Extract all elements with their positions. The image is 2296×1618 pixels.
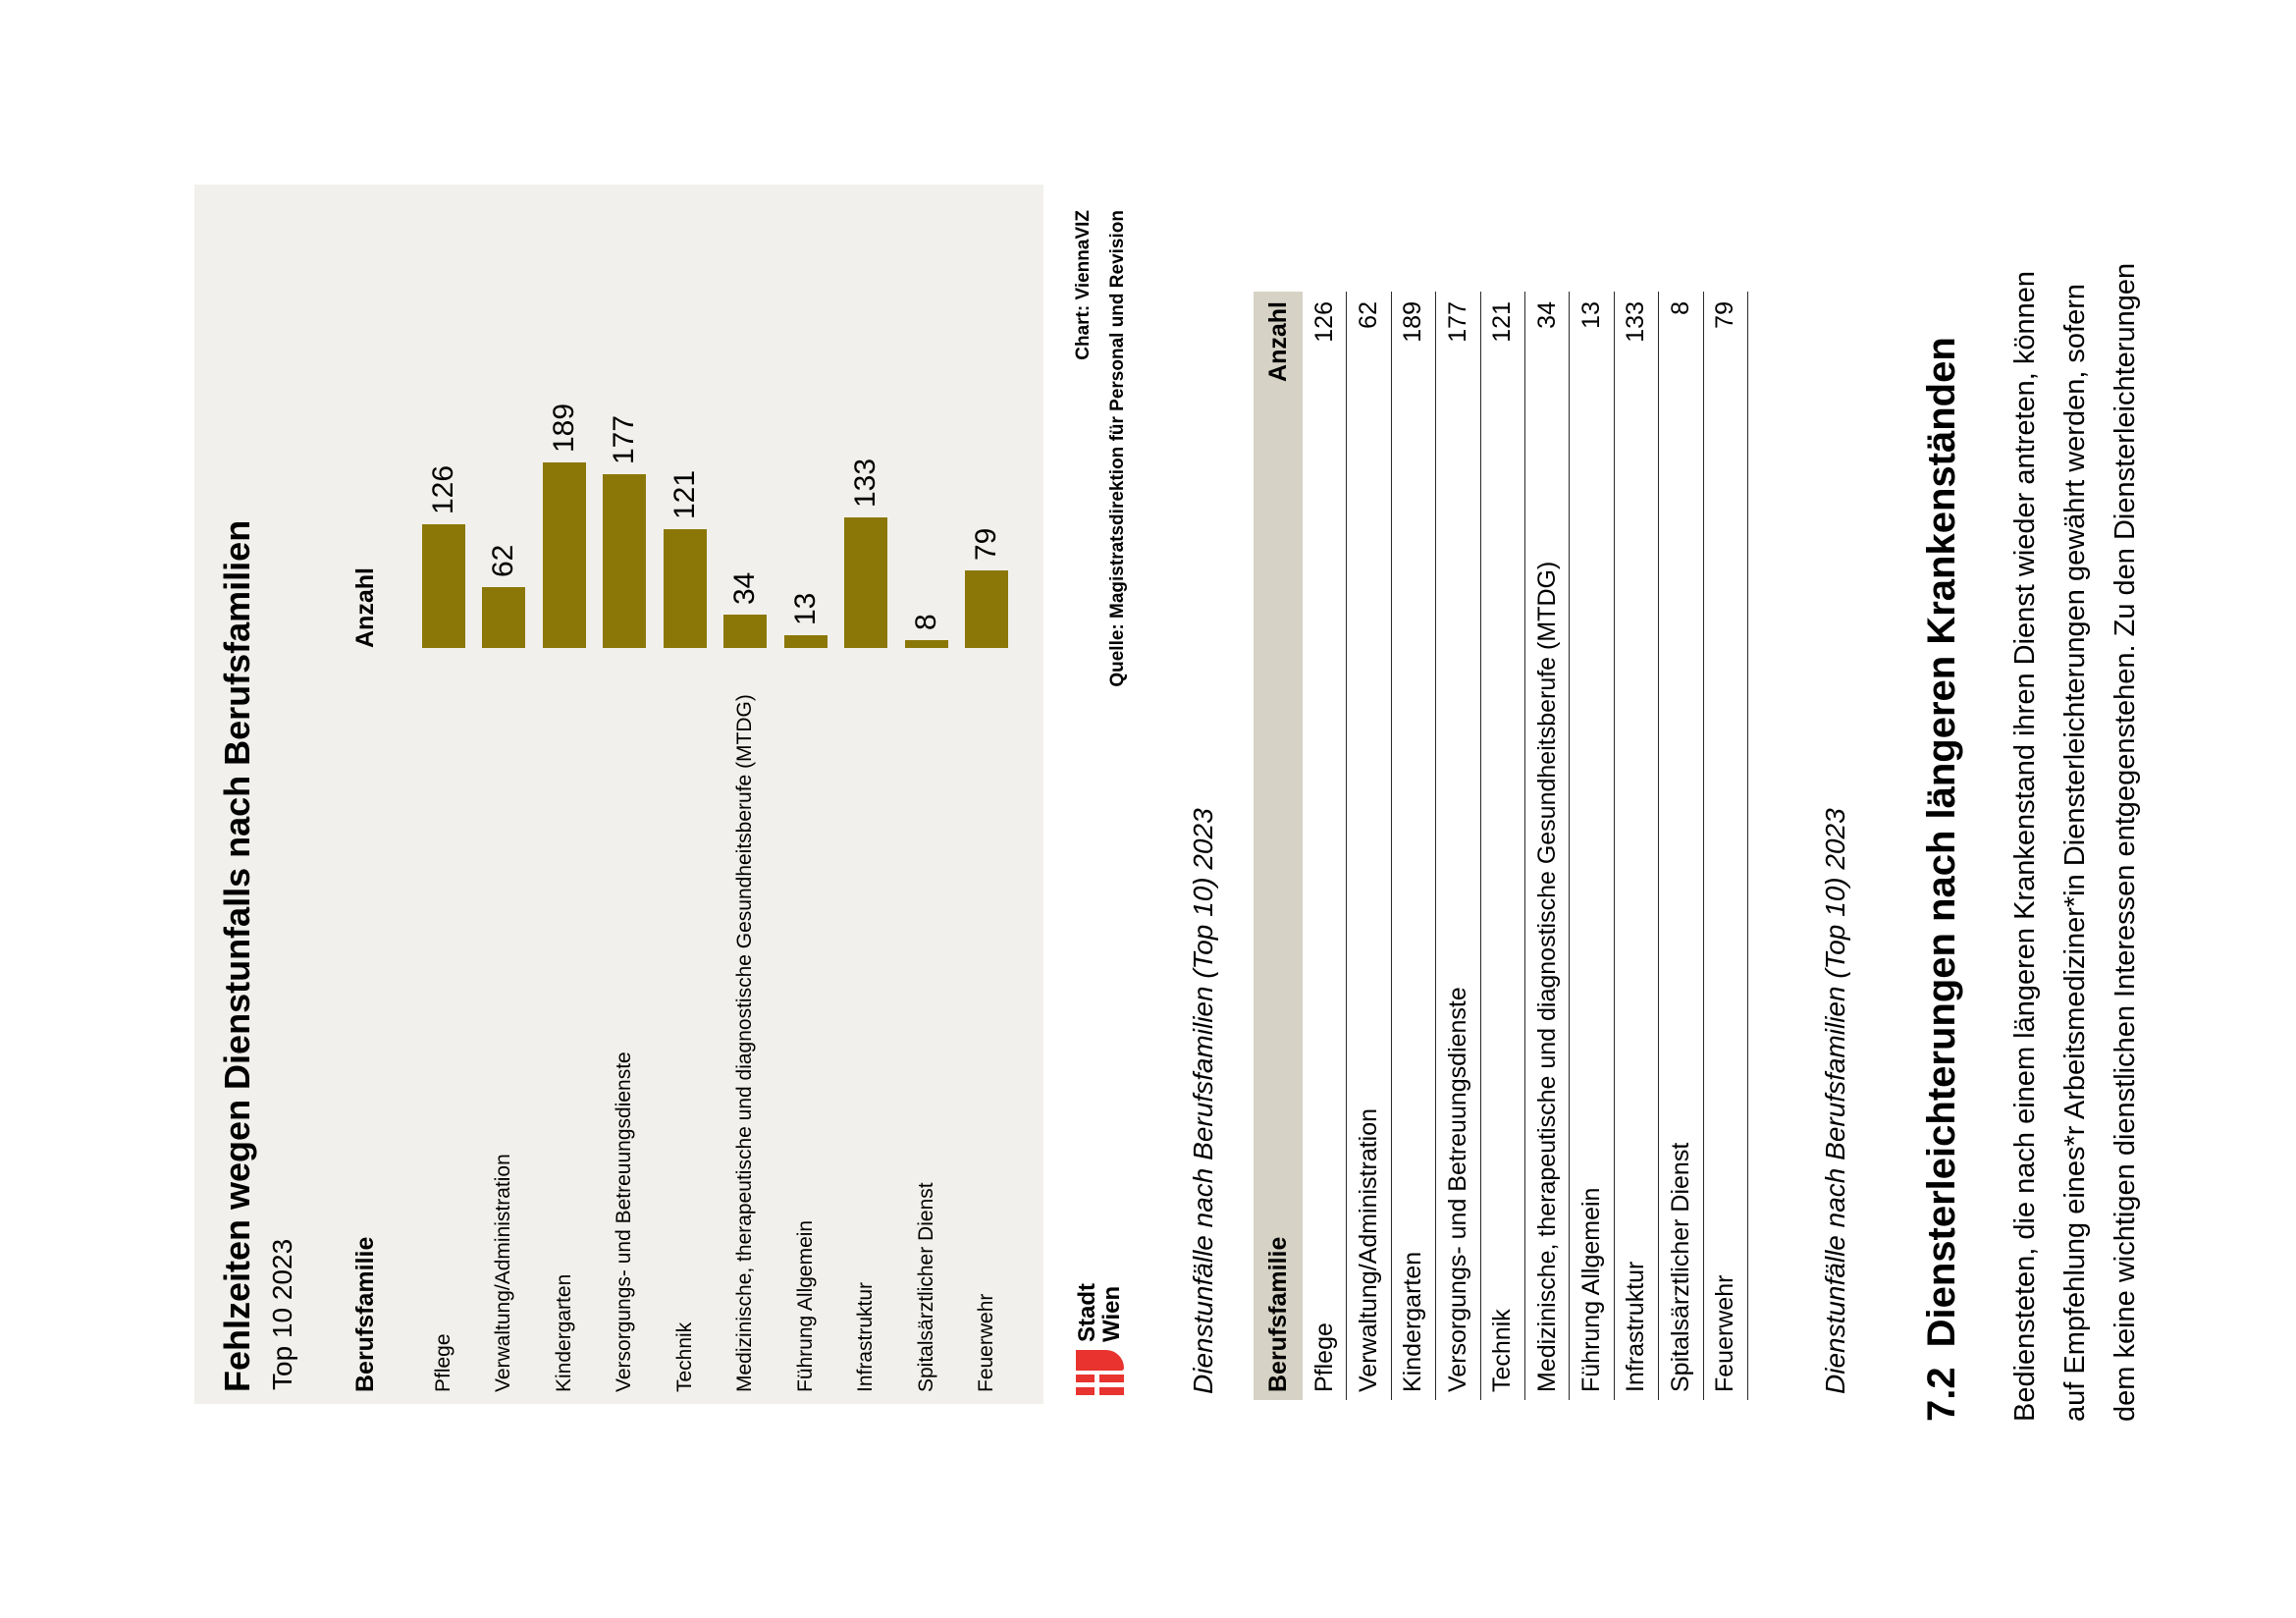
chart-bar-value: 8 — [909, 614, 942, 630]
table-row: Technik 121 — [1480, 292, 1525, 1400]
table-row: Kindergarten 189 — [1391, 292, 1437, 1400]
chart-bar-label: Versorgungs- und Betreuungsdienste — [613, 1052, 636, 1392]
table-row: Spitalsärztlicher Dienst 8 — [1659, 292, 1704, 1400]
chart-bar-value: 121 — [667, 469, 701, 519]
chart-bar-value: 13 — [788, 592, 822, 625]
table-cell-label: Führung Allgemein — [1577, 1187, 1606, 1392]
chart-bar-value: 62 — [487, 544, 520, 577]
chart-bar — [723, 615, 768, 648]
chart-title: Fehlzeiten wegen Dienstunfalls nach Beru… — [217, 519, 257, 1392]
chart-bar-value: 126 — [426, 464, 459, 514]
table-row: Infrastruktur 133 — [1614, 292, 1660, 1400]
chart-bar — [603, 474, 647, 648]
table-cell-label: Medizinische, therapeutische und diagnos… — [1532, 561, 1561, 1392]
table-cell-label: Pflege — [1309, 1322, 1338, 1392]
chart-bar — [542, 462, 586, 648]
chart-bar-label: Technik — [672, 1321, 696, 1392]
section-title: Diensterleichterungen nach längeren Kran… — [1920, 337, 1963, 1348]
paragraph-line: dem keine wichtigen dienstlichen Interes… — [2109, 262, 2141, 1422]
section-number: 7.2 — [1920, 1367, 1963, 1422]
chart-row: Versorgungs- und Betreuungsdienste 177 — [595, 185, 656, 1404]
chart-row: Medizinische, therapeutische und diagnos… — [716, 185, 776, 1404]
chart-bar-value: 133 — [849, 458, 882, 508]
table-cell-label: Technik — [1488, 1309, 1517, 1392]
chart-bar — [904, 640, 948, 648]
chart-row: Technik 121 — [655, 185, 716, 1404]
chart-bar — [482, 587, 526, 648]
chart-bar-value: 34 — [728, 571, 762, 605]
chart-bar-label: Feuerwehr — [975, 1293, 998, 1392]
table-row: Feuerwehr 79 — [1703, 292, 1748, 1400]
table-header-anzahl: Anzahl — [1263, 301, 1292, 382]
table-row: Verwaltung/Administration 62 — [1347, 292, 1392, 1400]
table-cell-label: Feuerwehr — [1711, 1274, 1739, 1393]
table-cell-value: 8 — [1666, 301, 1694, 315]
chart-row: Führung Allgemein 13 — [775, 185, 836, 1404]
chart-bar-label: Pflege — [431, 1333, 454, 1392]
table-header-row: Berufsfamilie Anzahl — [1254, 292, 1303, 1400]
table-cell-value: 189 — [1399, 301, 1427, 343]
table-row: Versorgungs- und Betreuungsdienste 177 — [1436, 292, 1481, 1400]
chart-bar — [421, 524, 465, 648]
table-cell-label: Kindergarten — [1399, 1251, 1427, 1392]
chart-bar-label: Führung Allgemein — [793, 1219, 817, 1392]
table-cell-value: 133 — [1622, 301, 1650, 343]
chart-bar — [783, 635, 828, 648]
chart-caption: Dienstunfälle nach Berufsfamilien (Top 1… — [1188, 808, 1218, 1394]
stadt-wien-logo: Stadt Wien — [1074, 1283, 1125, 1395]
paragraph-line: auf Empfehlung eines*r Arbeitsmediziner*… — [2059, 283, 2091, 1422]
table-cell-label: Verwaltung/Administration — [1355, 1107, 1383, 1392]
chart-credit-line: Chart: ViennaVIZ — [1073, 210, 1094, 360]
table-row: Pflege 126 — [1303, 292, 1348, 1400]
chart-bar-label: Verwaltung/Administration — [492, 1154, 515, 1392]
chart-column-headers: Berufsfamilie Anzahl — [351, 185, 381, 1404]
table-cell-value: 121 — [1488, 301, 1517, 343]
table-cell-value: 126 — [1309, 301, 1338, 343]
chart-row: Verwaltung/Administration 62 — [474, 185, 535, 1404]
chart-source-line: Quelle: Magistratsdirektion für Personal… — [1107, 210, 1128, 687]
chart-bar-label: Kindergarten — [552, 1273, 575, 1392]
chart-bar-value: 177 — [608, 414, 641, 464]
chart-panel: Fehlzeiten wegen Dienstunfalls nach Beru… — [194, 185, 1043, 1404]
chart-row: Kindergarten 189 — [534, 185, 595, 1404]
table-cell-value: 79 — [1711, 301, 1739, 329]
chart-row: Spitalsärztlicher Dienst 8 — [896, 185, 957, 1404]
chart-bar — [965, 570, 1009, 648]
table-cell-label: Infrastruktur — [1622, 1261, 1650, 1392]
table-cell-value: 13 — [1577, 301, 1606, 329]
table-cell-value: 34 — [1532, 301, 1561, 329]
paragraph-line: Bediensteten, die nach einem längeren Kr… — [2009, 270, 2041, 1422]
chart-bar-value: 79 — [970, 527, 1003, 561]
chart-row: Feuerwehr 79 — [957, 185, 1018, 1404]
chart-subtitle: Top 10 2023 — [267, 1238, 297, 1390]
chart-bar — [844, 517, 888, 648]
chart-category-header: Berufsfamilie — [351, 1236, 379, 1392]
table-cell-label: Spitalsärztlicher Dienst — [1666, 1142, 1694, 1392]
data-table: Berufsfamilie Anzahl Pflege 126 Verwaltung… — [1254, 292, 1748, 1400]
chart-value-header: Anzahl — [351, 567, 379, 648]
chart-bar-label: Medizinische, therapeutische und diagnos… — [733, 694, 757, 1392]
table-row: Medizinische, therapeutische und diagnos… — [1524, 292, 1571, 1400]
stadt-wien-logo-text: Stadt Wien — [1074, 1283, 1125, 1342]
table-cell-value: 62 — [1355, 301, 1383, 329]
table-cell-label: Versorgungs- und Betreuungsdienste — [1443, 987, 1471, 1392]
table-cell-value: 177 — [1443, 301, 1471, 343]
chart-bar-label: Infrastruktur — [854, 1281, 878, 1392]
table-caption: Dienstunfälle nach Berufsfamilien (Top 1… — [1820, 808, 1850, 1394]
table-row: Führung Allgemein 13 — [1570, 292, 1615, 1400]
section-heading: 7.2 Diensterleichterungen nach längeren K… — [1920, 337, 1964, 1422]
chart-row: Pflege 126 — [413, 185, 474, 1404]
stadt-wien-shield-icon — [1075, 1350, 1124, 1395]
chart-credits: Chart: ViennaVIZ Quelle: Magistratsdirek… — [1066, 210, 1135, 687]
chart-row: Infrastruktur 133 — [836, 185, 897, 1404]
section-paragraph: Bediensteten, die nach einem längeren Kr… — [2001, 263, 2151, 1422]
chart-bars-area: Pflege 126 Verwaltung/Administration 62 Kind… — [413, 185, 1017, 1404]
chart-bar-label: Spitalsärztlicher Dienst — [914, 1182, 937, 1392]
table-header-berufsfamilie: Berufsfamilie — [1263, 1236, 1292, 1392]
chart-bar — [663, 529, 707, 648]
table-body: Pflege 126 Verwaltung/Administration 62 Kind… — [1303, 292, 1748, 1400]
chart-bar-value: 189 — [547, 403, 580, 453]
